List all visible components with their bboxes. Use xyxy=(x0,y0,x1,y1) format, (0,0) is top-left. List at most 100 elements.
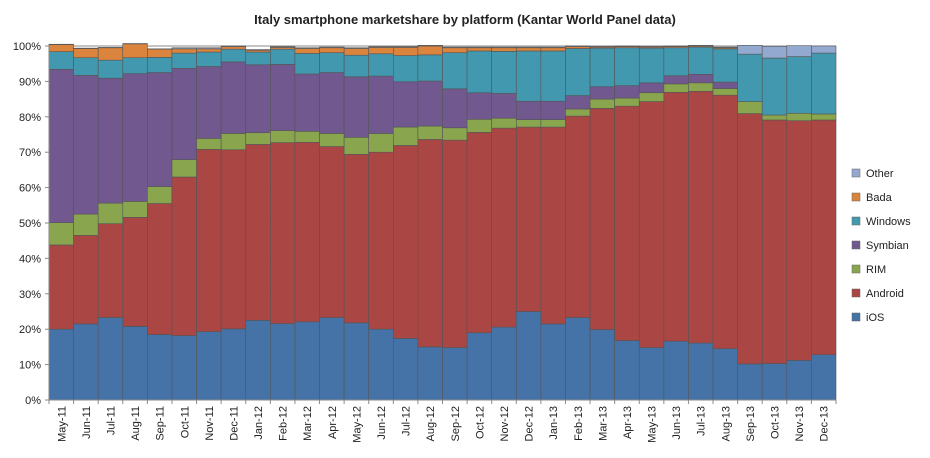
legend-label-windows: Windows xyxy=(866,216,911,228)
x-tick-label: Jul-12 xyxy=(401,406,413,436)
x-tick-label: Jul-13 xyxy=(696,406,708,436)
bar-segment-rim xyxy=(196,138,222,150)
legend-label-android: Android xyxy=(866,288,904,300)
bar-segment-windows xyxy=(466,50,492,94)
bar-segment-other xyxy=(515,46,542,49)
x-tick-label: Jan-13 xyxy=(548,406,560,440)
bar-segment-other xyxy=(688,44,714,47)
bar-segment-other xyxy=(245,49,271,51)
bar-segment-rim xyxy=(368,133,394,153)
bar-segment-ios xyxy=(417,346,443,401)
bar-segment-ios xyxy=(48,328,74,401)
x-tick-label: Jun-12 xyxy=(376,406,388,440)
x-tick-label: Jun-13 xyxy=(671,406,683,440)
y-tick-label: 20% xyxy=(19,324,41,336)
bar-segment-other xyxy=(196,47,222,50)
legend-label-other: Other xyxy=(866,168,894,180)
x-tick-label: Sep-12 xyxy=(450,406,462,441)
legend-swatch-symbian xyxy=(851,240,861,250)
bar-segment-android xyxy=(343,154,370,324)
bar-segment-rim xyxy=(220,133,247,151)
bar-segment-windows xyxy=(319,52,345,73)
bar-segment-other xyxy=(737,44,763,55)
bar-segment-ios xyxy=(343,322,370,401)
bar-segment-other xyxy=(270,46,296,48)
bar-segment-ios xyxy=(466,332,492,401)
bar-segment-symbian xyxy=(73,75,99,215)
bar-segment-rim xyxy=(515,119,542,128)
x-tick-label: Sep-11 xyxy=(155,406,167,441)
bar-segment-symbian xyxy=(122,73,148,202)
bar-segment-android xyxy=(540,126,566,325)
y-tick-label: 80% xyxy=(19,112,41,124)
bar-segment-rim xyxy=(270,130,296,143)
bar-segment-ios xyxy=(393,338,419,401)
x-tick-label: Aug-13 xyxy=(720,406,732,441)
y-tick-label: 10% xyxy=(19,360,41,372)
bar-segment-ios xyxy=(122,326,148,401)
bar-segment-rim xyxy=(97,202,124,225)
bar-segment-android xyxy=(811,119,837,355)
bar-segment-other xyxy=(368,46,394,48)
bar-segment-rim xyxy=(761,114,788,121)
bar-segment-ios xyxy=(786,360,812,401)
x-tick-label: Nov-12 xyxy=(499,406,511,441)
bar-segment-other xyxy=(761,46,788,59)
bar-segment-android xyxy=(614,105,640,341)
bar-segment-other xyxy=(712,46,738,49)
legend-swatch-windows xyxy=(851,216,861,226)
bar-segment-rim xyxy=(122,201,148,218)
x-tick-label: Oct-12 xyxy=(474,406,486,439)
bar-segment-symbian xyxy=(614,85,640,99)
bar-segment-ios xyxy=(811,354,837,401)
bar-segment-rim xyxy=(393,126,419,146)
bar-segment-bada xyxy=(466,47,492,52)
bar-segment-bada xyxy=(220,46,247,50)
bar-segment-windows xyxy=(122,57,148,74)
bar-segment-ios xyxy=(147,334,173,401)
bar-segment-bada xyxy=(97,47,124,61)
bar-segment-symbian xyxy=(417,80,443,127)
bar-segment-other xyxy=(540,46,566,49)
x-tick-label: Jun-11 xyxy=(81,406,93,439)
bar-segment-rim xyxy=(417,125,443,140)
bar-segment-other xyxy=(442,46,468,49)
bar-segment-android xyxy=(466,132,492,334)
bar-segment-android xyxy=(712,94,738,349)
y-tick-label: 60% xyxy=(19,183,41,195)
bar-segment-rim xyxy=(491,117,517,129)
bar-segment-windows xyxy=(688,46,714,75)
bar-segment-android xyxy=(737,113,763,365)
bar-segment-windows xyxy=(73,57,99,76)
y-tick-label: 90% xyxy=(19,76,41,88)
bar-segment-symbian xyxy=(688,74,714,84)
bar-segment-windows xyxy=(245,51,271,66)
bar-segment-ios xyxy=(589,329,615,401)
bar-segment-rim xyxy=(786,112,812,121)
bar-segment-other xyxy=(565,45,591,48)
bar-segment-symbian xyxy=(491,93,517,119)
bar-segment-symbian xyxy=(540,100,566,120)
legend-swatch-ios xyxy=(851,312,861,322)
bar-segment-symbian xyxy=(147,72,173,187)
bar-segment-bada xyxy=(147,48,173,58)
bar-segment-rim xyxy=(48,222,74,246)
bar-segment-windows xyxy=(171,52,197,69)
x-tick-label: May-11 xyxy=(56,406,68,442)
bar-segment-rim xyxy=(73,213,99,236)
bar-segment-other xyxy=(466,46,492,49)
bar-segment-symbian xyxy=(515,100,542,120)
legend-label-ios: iOS xyxy=(866,312,884,324)
bar-segment-symbian xyxy=(220,61,247,134)
bar-segment-windows xyxy=(97,59,124,79)
bar-segment-ios xyxy=(688,342,714,401)
x-tick-label: Feb-12 xyxy=(278,406,290,441)
bar-segment-windows xyxy=(368,53,394,77)
bar-segment-windows xyxy=(343,54,370,78)
bar-segment-ios xyxy=(245,320,271,401)
bar-segment-ios xyxy=(737,363,763,401)
bar-segment-windows xyxy=(515,50,542,102)
bar-segment-symbian xyxy=(48,69,74,223)
bar-segment-rim xyxy=(589,98,615,109)
bar-segment-ios xyxy=(171,335,197,401)
